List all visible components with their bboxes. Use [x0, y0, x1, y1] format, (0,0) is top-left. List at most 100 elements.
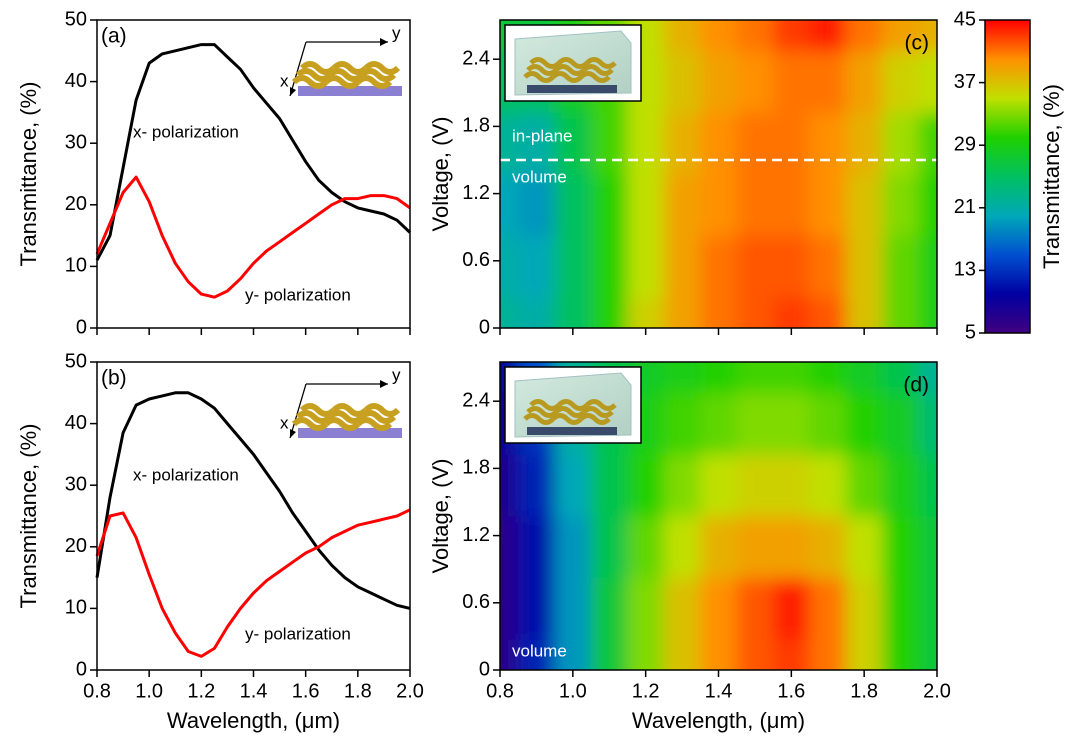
heatmap-cell [809, 297, 847, 328]
panel-label: (c) [905, 32, 930, 55]
inset-helix [582, 64, 614, 76]
heatmap-cell [700, 362, 738, 394]
heatmap-cell [627, 454, 665, 517]
heatmap-cell [809, 392, 847, 455]
inset-helix [359, 410, 397, 424]
heatmap-cell [736, 50, 774, 113]
y-tick-label: 30 [65, 473, 87, 495]
heatmap-cell [554, 235, 592, 298]
heatmap-cell [918, 174, 937, 237]
inset-label: y [392, 365, 401, 384]
heatmap-cell [591, 235, 628, 298]
heatmap-cell [809, 454, 847, 517]
heatmap-cell [918, 577, 937, 640]
heatmap-cell [627, 235, 665, 298]
heatmap-cell [518, 577, 556, 640]
heatmap-cell [845, 50, 883, 113]
x-tick-label: 2.0 [396, 680, 424, 702]
y-tick-label: 2.4 [462, 389, 490, 411]
inset-helix [579, 413, 611, 425]
heatmap-cell [845, 454, 883, 517]
heatmap-cell [663, 297, 701, 328]
x-tick-label: 2.0 [923, 680, 951, 702]
colorbar-tick-label: 29 [954, 133, 976, 155]
inset-helix [331, 403, 369, 417]
inset-helix [554, 64, 586, 76]
y-axis-label: Transmittance, (%) [16, 423, 41, 608]
heatmap-cell [882, 20, 920, 52]
heatmap-cell [918, 235, 937, 298]
inset-base [527, 85, 617, 93]
heatmap-cell [773, 297, 811, 328]
x-tick-label: 1.0 [135, 680, 163, 702]
y-tick-label: 1.8 [462, 115, 490, 137]
panel-label: (b) [101, 367, 127, 390]
heatmap-cell [918, 362, 937, 394]
series-label: x- polarization [133, 465, 239, 484]
heatmap-cell [518, 639, 556, 670]
heatmap-cell [663, 20, 701, 52]
heatmap-cell [882, 50, 920, 113]
heatmap-cell [809, 639, 847, 670]
heatmap-cell [518, 516, 556, 579]
inset-helix [582, 406, 614, 418]
heatmap-cell [663, 639, 701, 670]
x-tick-label: 0.8 [83, 680, 111, 702]
heatmap-cell [663, 50, 701, 113]
y-axis-label: Voltage, (V) [428, 459, 453, 574]
y-tick-label: 1.2 [462, 524, 490, 546]
heatmap-cell [809, 50, 847, 113]
heatmap-cell [663, 235, 701, 298]
inset-helix [299, 403, 337, 417]
heatmap-cell [627, 174, 665, 237]
x-tick-label: 0.8 [486, 680, 514, 702]
heatmap-cell [663, 454, 701, 517]
x-tick-label: 1.8 [850, 680, 878, 702]
heatmap-cell [554, 174, 592, 237]
heatmap-cell [809, 362, 847, 394]
inset-helix [331, 61, 369, 75]
heatmap-cell [518, 174, 556, 237]
inset-helix [526, 64, 558, 76]
heatmap-cell [845, 577, 883, 640]
heatmap-cell [518, 112, 556, 175]
y-tick-label: 50 [65, 8, 87, 30]
inset-helix [557, 57, 589, 69]
y-tick-label: 40 [65, 70, 87, 92]
inset-helix [355, 417, 393, 431]
heatmap-cell [700, 639, 738, 670]
inset-helix [585, 57, 617, 69]
inset-helix [523, 71, 555, 83]
heatmap-cell [663, 174, 701, 237]
heatmap-cell [736, 362, 774, 394]
panel-label: (a) [101, 25, 127, 48]
heatmap-cell [918, 516, 937, 579]
colorbar-tick-label: 13 [954, 259, 976, 281]
heatmap-cell [809, 235, 847, 298]
heatmap-cell [882, 577, 920, 640]
heatmap-cell [500, 454, 519, 517]
colorbar-label: Transmittance, (%) [1039, 84, 1064, 269]
heatmap-cell [627, 639, 665, 670]
inset-helix [295, 410, 333, 424]
heatmap-cell [591, 516, 628, 579]
heatmap-cell [700, 454, 738, 517]
annotation: volume [512, 641, 567, 660]
y-axis-label: Transmittance, (%) [16, 81, 41, 266]
colorbar-tick-label: 45 [954, 8, 976, 30]
x-axis-label: Wavelength, (μm) [632, 708, 805, 733]
heatmap-cell [663, 516, 701, 579]
inset-helix [359, 68, 397, 82]
inset-label: y [392, 23, 401, 42]
y-axis-label: Voltage, (V) [428, 117, 453, 232]
heatmap-cell [500, 235, 519, 298]
inset-helix [557, 399, 589, 411]
colorbar [984, 19, 1031, 334]
heatmap-cell [700, 235, 738, 298]
inset-helix [579, 71, 611, 83]
heatmap-cell [845, 174, 883, 237]
heatmap-cell [809, 112, 847, 175]
y-tick-label: 1.8 [462, 457, 490, 479]
heatmap-cell [700, 112, 738, 175]
inset-helix [299, 61, 337, 75]
